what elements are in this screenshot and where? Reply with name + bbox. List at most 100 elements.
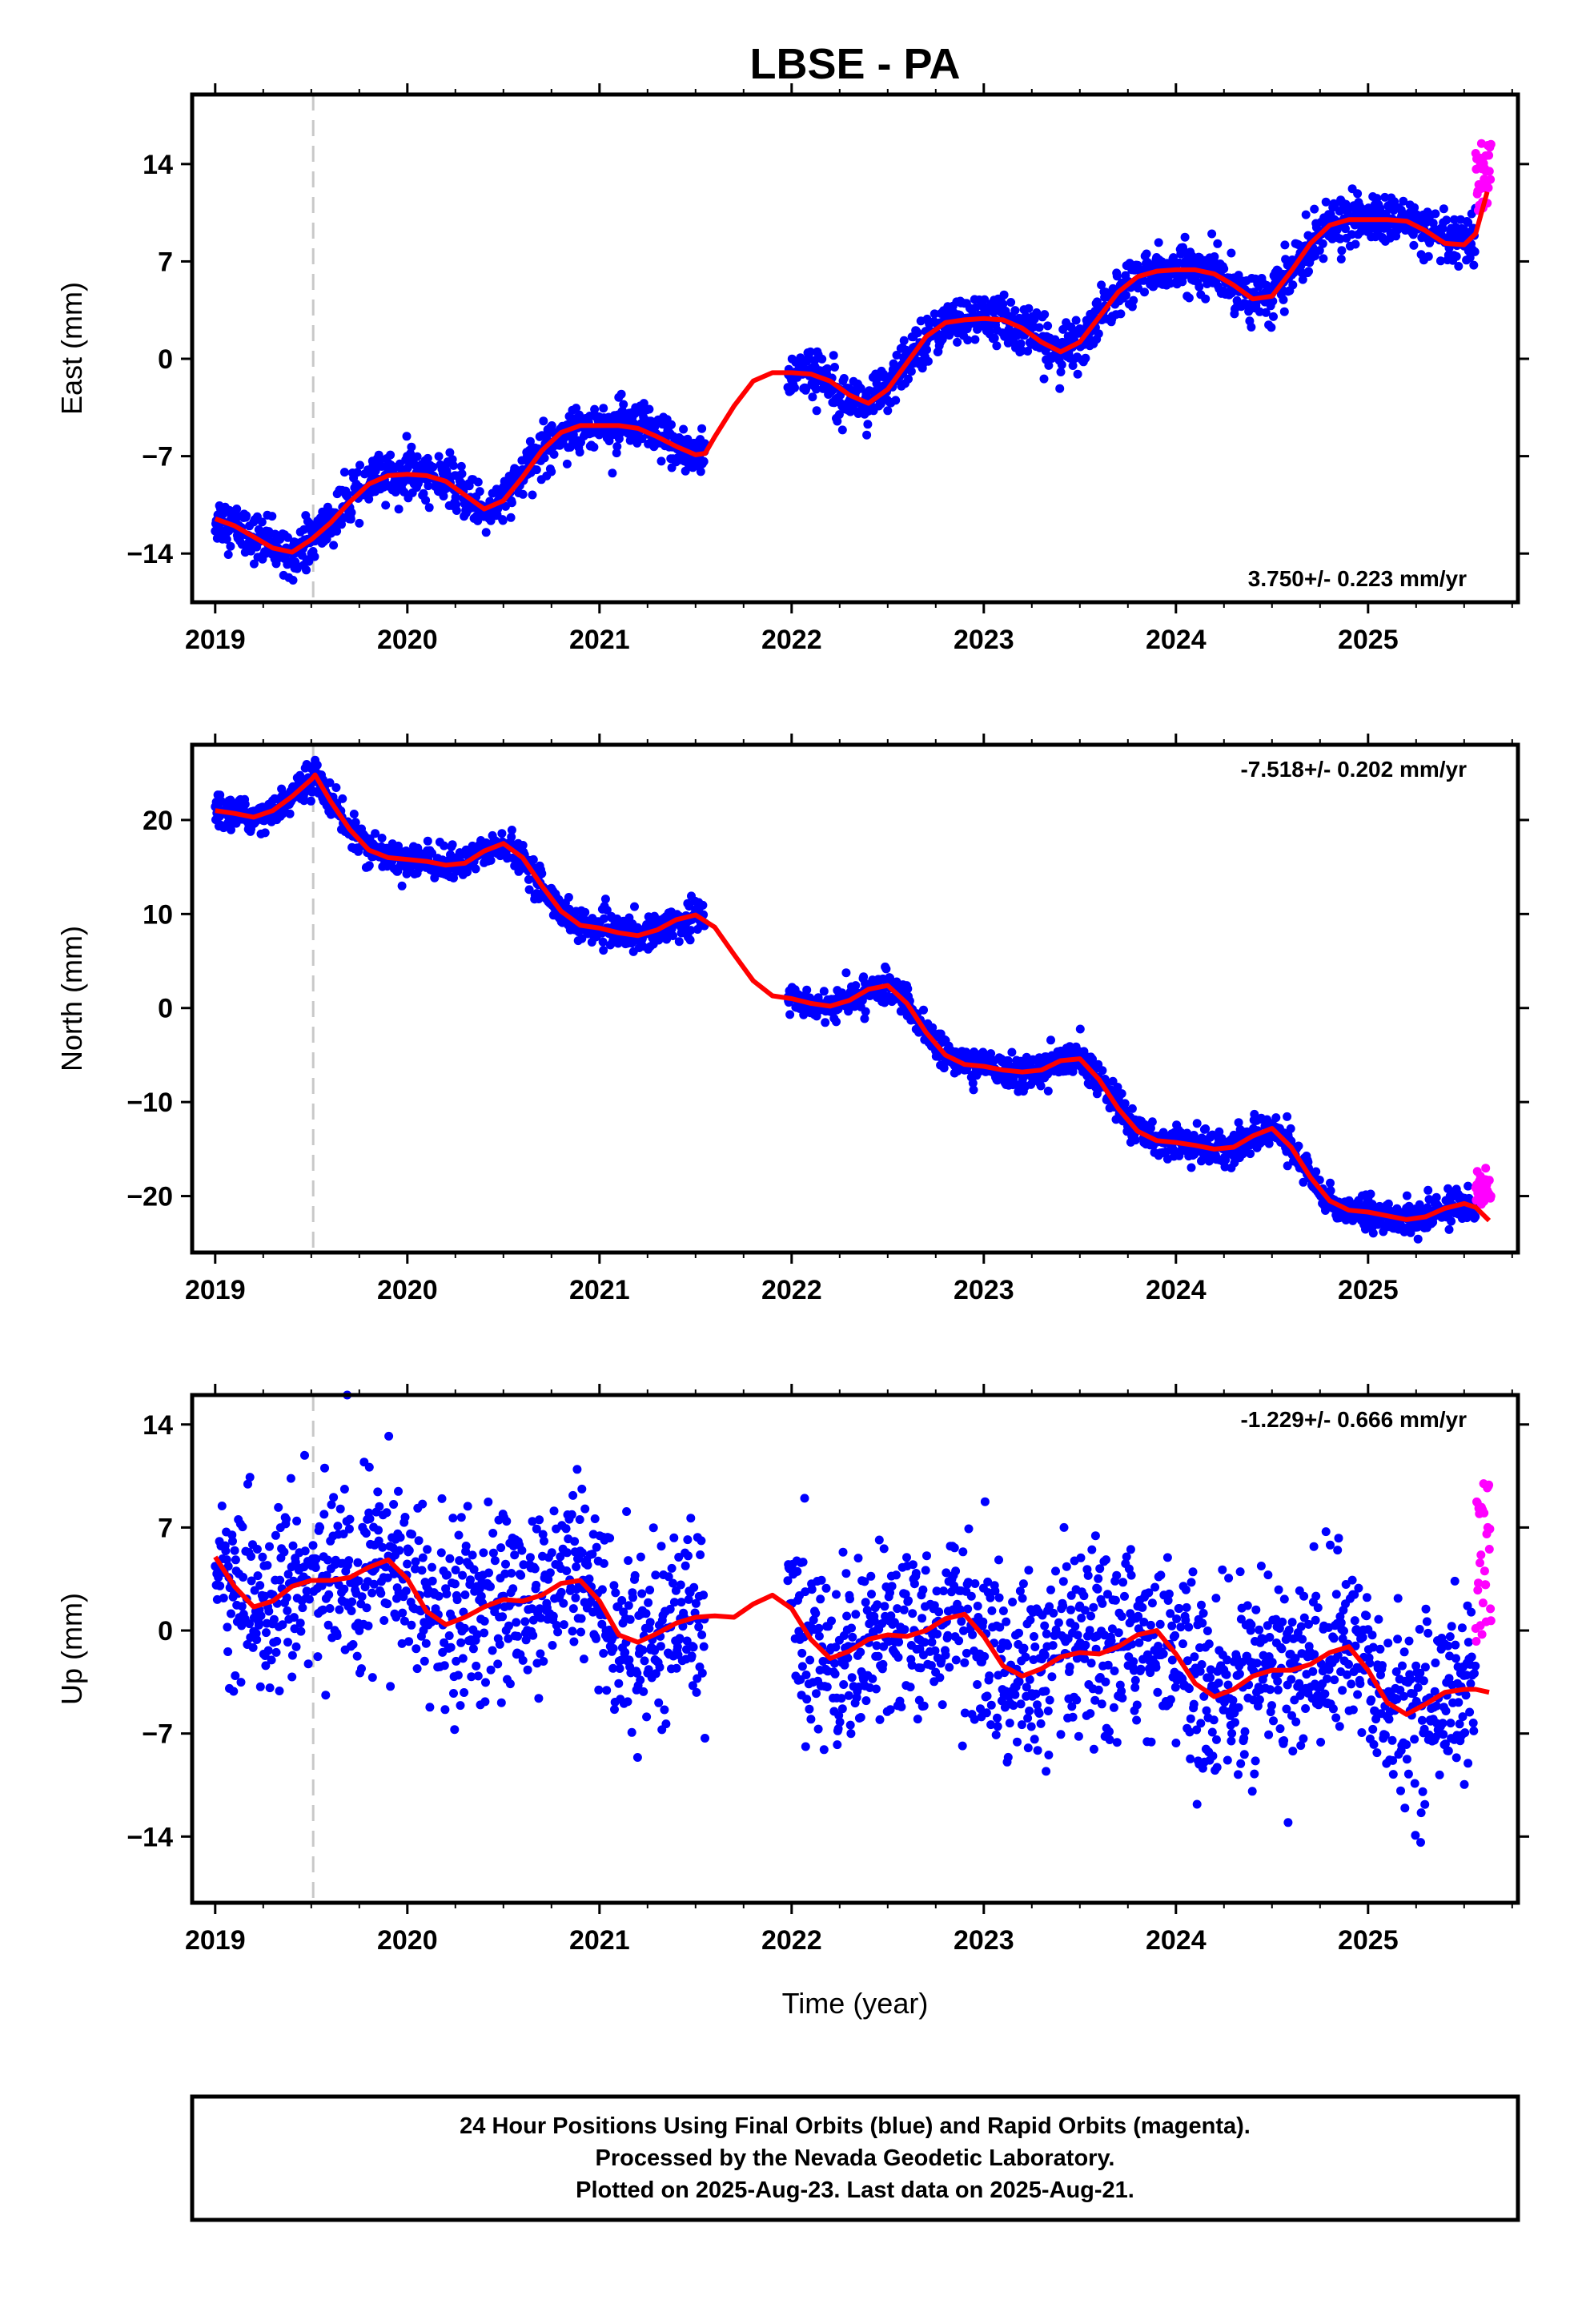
up-final-point-241 <box>354 1576 363 1586</box>
east-final-point-910 <box>834 410 844 420</box>
up-final-point-687 <box>620 1647 630 1657</box>
up-final-point-539 <box>532 1580 541 1590</box>
north-x-tick-label-2020: 2020 <box>377 1275 438 1305</box>
north-final-point-1945 <box>1444 1224 1454 1234</box>
up-final-point-417 <box>460 1688 469 1697</box>
east-final-point-1765 <box>1347 230 1356 239</box>
up-final-point-13 <box>219 1594 228 1602</box>
up-final-point-582 <box>559 1598 568 1608</box>
up-final-point-692 <box>623 1697 632 1707</box>
up-final-point-170 <box>313 1652 323 1662</box>
east-final-point-1822 <box>1380 192 1390 202</box>
up-final-point-729 <box>645 1618 655 1627</box>
east-final-point-1894 <box>1423 251 1433 261</box>
east-x-tick-label-2023: 2023 <box>954 625 1014 655</box>
east-final-point-231 <box>343 490 352 500</box>
up-final-point-299 <box>389 1500 399 1509</box>
up-final-point-595 <box>568 1490 578 1500</box>
up-final-point-336 <box>411 1564 420 1574</box>
up-final-point-738 <box>651 1570 661 1580</box>
north-final-point-1141 <box>968 1079 978 1088</box>
up-final-point-77 <box>256 1611 266 1621</box>
up-final-point-312 <box>396 1533 405 1542</box>
north-final-point-1401 <box>1120 1099 1130 1108</box>
east-final-point-134 <box>288 576 298 585</box>
up-final-point-552 <box>540 1536 548 1546</box>
up-final-point-601 <box>572 1562 581 1571</box>
east-final-point-161 <box>304 557 314 566</box>
up-final-point-469 <box>490 1556 500 1566</box>
east-final-point-24 <box>223 550 233 559</box>
east-final-point-667 <box>608 468 617 478</box>
up-final-point-618 <box>580 1504 590 1514</box>
up-final-point-90 <box>263 1646 273 1655</box>
up-final-point-203 <box>332 1631 342 1640</box>
east-x-tick-label-2025: 2025 <box>1338 625 1399 655</box>
east-final-point-103 <box>267 512 277 521</box>
east-final-point-360 <box>421 496 431 505</box>
east-final-point-345 <box>412 452 422 461</box>
north-final-point-1825 <box>1368 1228 1378 1238</box>
up-final-point-189 <box>324 1590 334 1599</box>
up-final-point-493 <box>504 1634 513 1643</box>
north-final-point-1142 <box>969 1085 978 1095</box>
east-final-point-1489 <box>1184 293 1194 303</box>
up-panel: 2019 2020 2021 2022 2023 2024 2025−14−70714Up … <box>55 1384 1529 1956</box>
up-final-point-707 <box>632 1753 642 1762</box>
east-final-point-1280 <box>1055 384 1065 393</box>
east-final-point-796 <box>683 434 693 444</box>
up-final-point-535 <box>528 1615 538 1625</box>
east-final-point-570 <box>547 421 556 430</box>
up-final-point-102 <box>271 1530 280 1540</box>
east-final-point-226 <box>339 468 349 477</box>
north-final-point-88 <box>260 828 270 838</box>
up-final-point-268 <box>369 1579 379 1589</box>
east-final-point-606 <box>568 430 578 440</box>
up-final-point-567 <box>548 1611 558 1621</box>
up-final-point-397 <box>448 1514 458 1523</box>
up-final-point-230 <box>347 1597 357 1606</box>
up-final-point-406 <box>453 1671 463 1680</box>
east-final-point-1169 <box>990 333 999 343</box>
up-final-point-54 <box>243 1479 252 1489</box>
east-panel: 2019 2020 2021 2022 2023 2024 2025−14−70714Eas… <box>55 83 1529 655</box>
up-final-point-480 <box>496 1543 506 1553</box>
up-final-point-734 <box>648 1523 658 1533</box>
north-final-point-830 <box>698 900 708 910</box>
east-final-point-908 <box>833 416 842 426</box>
north-final-point-1687 <box>1286 1124 1295 1133</box>
north-rapid-orbit-points <box>1471 1164 1496 1209</box>
up-final-point-744 <box>654 1698 664 1707</box>
east-x-tick-label-2019: 2019 <box>185 625 246 655</box>
north-final-point-378 <box>430 873 440 883</box>
up-final-point-59 <box>247 1552 255 1561</box>
east-final-point-127 <box>283 533 292 542</box>
north-final-point-1897 <box>1413 1234 1423 1244</box>
east-rapid-point-28 <box>1486 175 1496 184</box>
up-final-point-69 <box>252 1635 262 1644</box>
east-final-point-569 <box>547 467 556 476</box>
east-final-point-251 <box>355 460 364 470</box>
up-final-point-285 <box>379 1616 389 1625</box>
north-model-curve <box>215 772 1492 1223</box>
east-final-point-1184 <box>999 290 1009 300</box>
up-final-point-510 <box>513 1631 523 1641</box>
up-final-point-491 <box>502 1517 512 1526</box>
up-final-point-797 <box>686 1514 696 1523</box>
up-final-point-254 <box>362 1603 371 1613</box>
east-final-point-1379 <box>1116 309 1126 319</box>
up-final-point-126 <box>286 1474 295 1483</box>
east-final-point-1107 <box>953 337 962 347</box>
up-final-point-754 <box>660 1705 669 1715</box>
up-final-point-5 <box>214 1573 223 1582</box>
north-final-point-1522 <box>1192 1119 1202 1128</box>
east-final-point-446 <box>475 487 484 497</box>
north-final-point-664 <box>599 946 608 955</box>
up-final-point-792 <box>684 1551 693 1561</box>
east-final-point-1748 <box>1336 255 1346 263</box>
north-final-point-636 <box>580 907 590 917</box>
east-final-point-1224 <box>1023 347 1033 356</box>
north-final-point-958 <box>859 972 869 982</box>
north-final-point-1360 <box>1098 1066 1107 1076</box>
up-final-point-594 <box>568 1626 577 1636</box>
